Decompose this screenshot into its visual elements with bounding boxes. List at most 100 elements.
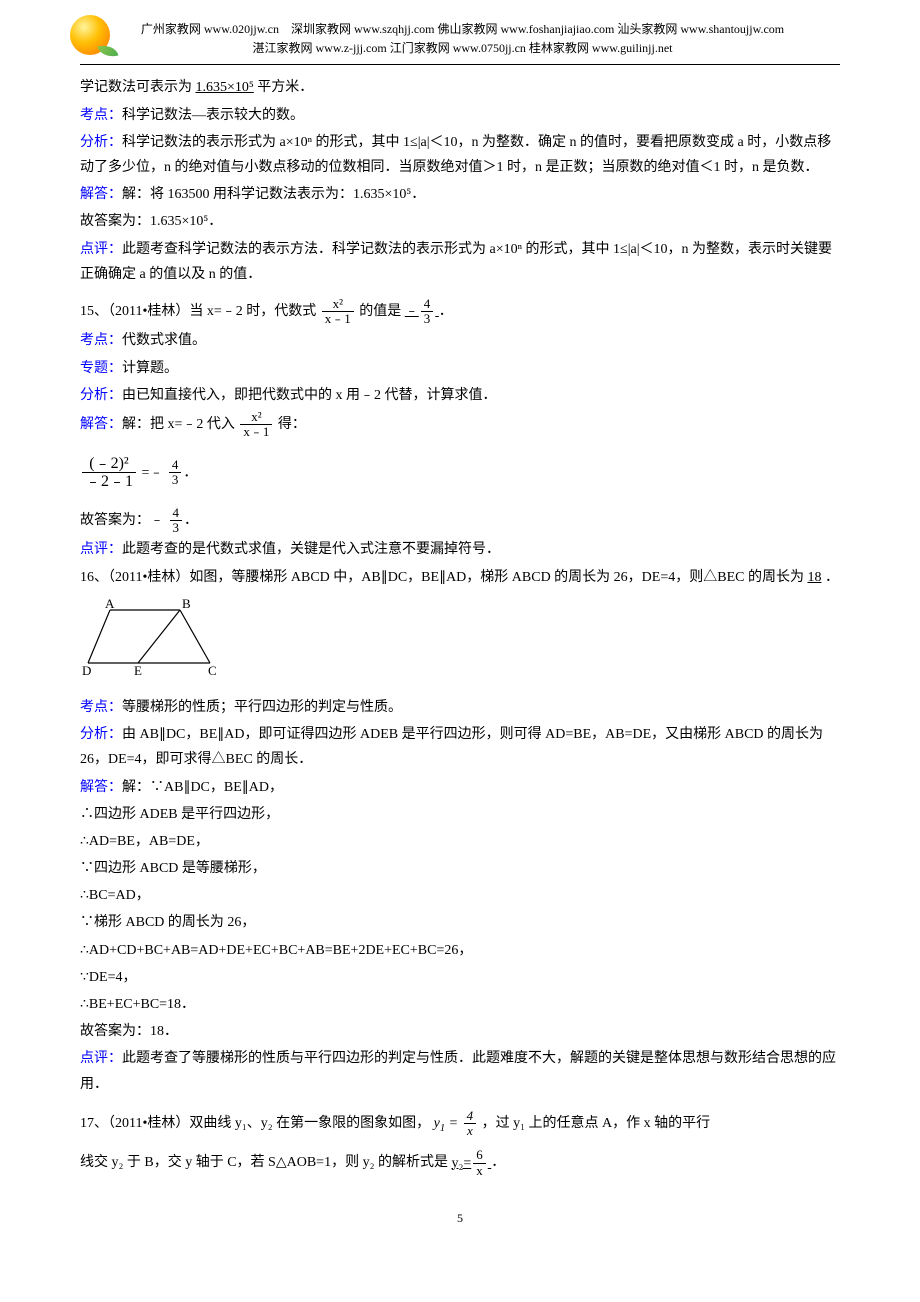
q15-kaodian: 考点：代数式求值。	[80, 328, 840, 353]
kaodian-label: 考点：	[80, 333, 122, 348]
q16-answer: 18	[807, 570, 821, 585]
label-A: A	[105, 598, 115, 611]
q14-kaodian: 考点：科学记数法—表示较大的数。	[80, 103, 840, 128]
answer-fraction: 43	[421, 297, 434, 327]
fenxi-label: 分析：	[80, 388, 122, 403]
kaodian-label: 考点：	[80, 108, 122, 123]
y1-num: 4	[464, 1109, 477, 1124]
trapezoid-diagram: A B D E C	[80, 598, 225, 678]
q16-gudaan: 故答案为：18．	[80, 1019, 840, 1044]
q15-fraction: x² x﹣1	[322, 297, 354, 327]
fenxi-label: 分析：	[80, 135, 122, 150]
fenxi-text: 由已知直接代入，即把代数式中的 x 用﹣2 代替，计算求值．	[122, 388, 497, 403]
header-line-1: 广州家教网 www.020jjw.cn 深圳家教网 www.szqhjj.com…	[85, 20, 840, 39]
q17-stem-line2: 线交 y₂ 于 B，交 y 轴于 C，若 S△AOB=1，则 y₂ 的解析式是 …	[80, 1148, 840, 1178]
q15-gudaan: 故答案为：﹣ 4 3 ．	[80, 506, 840, 536]
page-header: 广州家教网 www.020jjw.cn 深圳家教网 www.szqhjj.com…	[80, 20, 840, 65]
q16-kaodian: 考点：等腰梯形的性质；平行四边形的判定与性质。	[80, 695, 840, 720]
calc-result-fraction: 4 3	[169, 458, 182, 488]
kaodian-text: 科学记数法—表示较大的数。	[122, 108, 304, 123]
jieda-line9: ∴BE+EC+BC=18．	[80, 992, 840, 1017]
fraction-den: x﹣1	[240, 425, 272, 439]
jieda-line7: ∴AD+CD+BC+AB=AD+DE+EC+BC+AB=BE+2DE+EC+BC…	[80, 938, 840, 963]
dianping-text: 此题考查的是代数式求值，关键是代入式注意不要漏掉符号．	[122, 542, 500, 557]
q16-stem-prefix: 16、（2011•桂林）如图，等腰梯形 ABCD 中，AB∥DC，BE∥AD，梯…	[80, 570, 804, 585]
y1-den: x	[464, 1124, 477, 1138]
zhuanti-label: 专题：	[80, 361, 122, 376]
result-den: 3	[169, 473, 182, 487]
jieda-suffix: 得：	[278, 417, 306, 432]
jieda-label: 解答：	[80, 417, 122, 432]
answer-den: 3	[421, 312, 434, 326]
header-line-2: 湛江家教网 www.z-jjj.com 江门家教网 www.0750jj.cn …	[85, 39, 840, 58]
gudaan-prefix: 故答案为：﹣	[80, 513, 164, 528]
q15-stem: 15、（2011•桂林）当 x=﹣2 时，代数式 x² x﹣1 的值是 ﹣43 …	[80, 297, 840, 327]
calc-fraction: (﹣2)² ﹣2﹣1	[82, 455, 136, 491]
q15-fenxi: 分析：由已知直接代入，即把代数式中的 x 用﹣2 代替，计算求值．	[80, 383, 840, 408]
fenxi-label: 分析：	[80, 727, 122, 742]
answer-num: 6	[473, 1148, 486, 1163]
q14-fenxi: 分析：科学记数法的表示形式为 a×10ⁿ 的形式，其中 1≤|a|＜10，n 为…	[80, 130, 840, 180]
jieda-line5: ∴BC=AD，	[80, 883, 840, 908]
q15-answer: ﹣43	[405, 304, 439, 319]
answer-num: 4	[421, 297, 434, 312]
q16-figure: A B D E C	[80, 598, 840, 687]
q14-answer: 1.635×10⁵	[196, 80, 254, 95]
q15-jieda: 解答：解：把 x=﹣2 代入 x² x﹣1 得：	[80, 410, 840, 440]
q17-answer: y₂=6x	[451, 1156, 491, 1171]
q15-stem-prefix: 15、（2011•桂林）当 x=﹣2 时，代数式	[80, 304, 316, 319]
jieda-line1: 解：∵AB∥DC，BE∥AD，	[122, 780, 283, 795]
q14-gudaan: 故答案为：1.635×10⁵．	[80, 209, 840, 234]
dianping-label: 点评：	[80, 542, 122, 557]
answer-lhs: y₂=	[451, 1156, 471, 1171]
q14-stem-suffix: 平方米．	[257, 80, 313, 95]
q16-dianping: 点评：此题考查了等腰梯形的性质与平行四边形的判定与性质．此题难度不大，解题的关键…	[80, 1046, 840, 1096]
q14-stem-prefix: 学记数法可表示为	[80, 80, 192, 95]
y1-expr: y1 = 4x	[434, 1116, 482, 1131]
jieda-line2: ∴四边形 ADEB 是平行四边形，	[80, 802, 840, 827]
label-E: E	[134, 663, 142, 678]
q14-dianping: 点评：此题考查科学记数法的表示方法．科学记数法的表示形式为 a×10ⁿ 的形式，…	[80, 237, 840, 287]
q15-zhuanti: 专题：计算题。	[80, 356, 840, 381]
q15-stem-suffix: ．	[439, 304, 453, 319]
kaodian-text: 等腰梯形的性质；平行四边形的判定与性质。	[122, 700, 402, 715]
header-links: 广州家教网 www.020jjw.cn 深圳家教网 www.szqhjj.com…	[85, 20, 840, 58]
q15-stem-mid: 的值是	[359, 304, 401, 319]
y1-fraction: 4x	[464, 1109, 477, 1139]
label-D: D	[82, 663, 91, 678]
q17-stem-line1: 17、（2011•桂林）双曲线 y₁、y₂ 在第一象限的图象如图， y1 = 4…	[80, 1109, 840, 1139]
q15-calculation: (﹣2)² ﹣2﹣1 =﹣ 4 3 ．	[80, 455, 840, 491]
fraction-den: x﹣1	[322, 312, 354, 326]
calc-eq: =﹣	[142, 465, 164, 480]
result-num: 4	[169, 458, 182, 473]
dianping-label: 点评：	[80, 242, 122, 257]
dianping-text: 此题考查了等腰梯形的性质与平行四边形的判定与性质．此题难度不大，解题的关键是整体…	[80, 1051, 836, 1091]
jieda-label: 解答：	[80, 187, 122, 202]
q17-stem-mid: ，过 y₁ 上的任意点 A，作 x 轴的平行	[482, 1116, 711, 1131]
label-B: B	[182, 598, 191, 611]
dianping-label: 点评：	[80, 1051, 122, 1066]
q16-stem: 16、（2011•桂林）如图，等腰梯形 ABCD 中，AB∥DC，BE∥AD，梯…	[80, 565, 840, 590]
gudaan-fraction: 4 3	[170, 506, 183, 536]
q14-jieda: 解答：解：将 163500 用科学记数法表示为：1.635×10⁵．	[80, 182, 840, 207]
zhuanti-text: 计算题。	[122, 361, 178, 376]
jieda-line3: ∴AD=BE，AB=DE，	[80, 829, 840, 854]
label-C: C	[208, 663, 217, 678]
kaodian-text: 代数式求值。	[122, 333, 206, 348]
q17-stem-prefix: 17、（2011•桂林）双曲线 y₁、y₂ 在第一象限的图象如图，	[80, 1116, 430, 1131]
answer-fraction: 6x	[473, 1148, 486, 1178]
q15-dianping: 点评：此题考查的是代数式求值，关键是代入式注意不要漏掉符号．	[80, 537, 840, 562]
page-number: 5	[80, 1208, 840, 1230]
jieda-fraction: x² x﹣1	[240, 410, 272, 440]
jieda-line6: ∵梯形 ABCD 的周长为 26，	[80, 910, 840, 935]
jieda-line8: ∵DE=4，	[80, 965, 840, 990]
q17-line2-prefix: 线交 y₂ 于 B，交 y 轴于 C，若 S△AOB=1，则 y₂ 的解析式是	[80, 1156, 448, 1171]
calc-den: ﹣2﹣1	[82, 473, 136, 491]
fenxi-text: 由 AB∥DC，BE∥AD，即可证得四边形 ADEB 是平行四边形，则可得 AD…	[80, 727, 823, 767]
q17-stem-suffix: ．	[491, 1156, 505, 1171]
site-logo	[70, 15, 115, 60]
answer-prefix: ﹣	[405, 304, 419, 319]
q16-fenxi: 分析：由 AB∥DC，BE∥AD，即可证得四边形 ADEB 是平行四边形，则可得…	[80, 722, 840, 772]
fraction-num: x²	[322, 297, 354, 312]
y1-eq: =	[445, 1116, 461, 1131]
